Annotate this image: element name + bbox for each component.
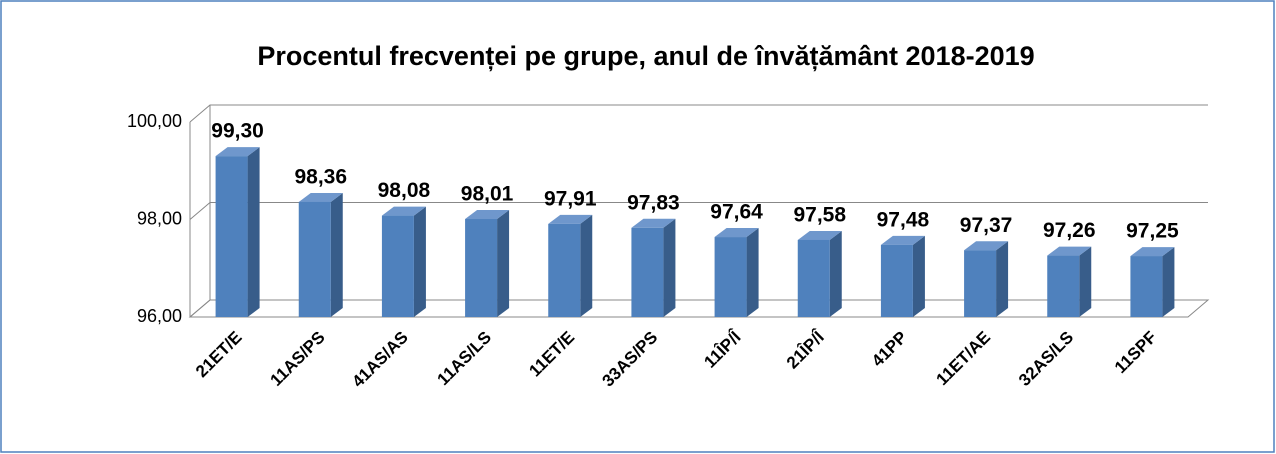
bar-side [746,228,759,317]
bar-top [1047,246,1092,256]
bar-side [912,235,925,317]
bar-top [548,214,593,224]
bar-side [1079,246,1092,317]
bar-top [797,230,842,240]
bar-top [1130,247,1175,257]
bar-side [663,218,676,317]
bar-top [215,147,260,157]
bar [1047,255,1080,317]
bar [797,239,830,317]
bar-top [964,241,1009,251]
grid-line [189,299,1208,318]
data-label: 98,01 [461,183,514,206]
grid-line [189,202,1208,220]
data-label: 97,48 [877,208,930,231]
data-label: 99,30 [211,120,264,143]
bar [465,219,498,317]
bar [1130,256,1163,317]
grid-line [189,104,1208,123]
bar-top [465,210,510,220]
data-label: 97,83 [627,191,680,214]
bar-top [298,192,343,202]
bar-top [880,235,925,245]
bar-side [247,147,260,317]
data-label: 98,08 [378,179,431,202]
bar [714,237,747,317]
chart-title: Procentul frecvenței pe grupe, anul de î… [257,41,1034,71]
bar [381,215,414,317]
bar-side [829,230,842,317]
data-label: 97,58 [793,204,846,227]
data-label: 97,25 [1126,220,1179,243]
y-tick-label: 100,00 [127,111,182,131]
bar [964,250,997,317]
data-label: 97,26 [1043,219,1096,242]
bar [631,227,664,317]
bar-side [330,192,343,317]
y-tick-label: 98,00 [137,208,182,228]
bar-side [413,206,426,317]
bar [298,201,331,317]
bar-side [1162,247,1175,317]
data-label: 97,91 [544,187,597,210]
bar-top [631,218,676,228]
bar-side [580,214,593,317]
data-label: 97,64 [710,201,763,224]
bar-side [497,210,510,317]
data-label: 97,37 [960,214,1013,237]
bar-side [996,241,1009,317]
bar [548,223,581,317]
y-tick-label: 96,00 [137,306,182,326]
bar-top [381,206,426,216]
bar [215,156,248,317]
data-label: 98,36 [294,165,347,188]
bar [880,244,913,317]
bar-top [714,228,759,238]
